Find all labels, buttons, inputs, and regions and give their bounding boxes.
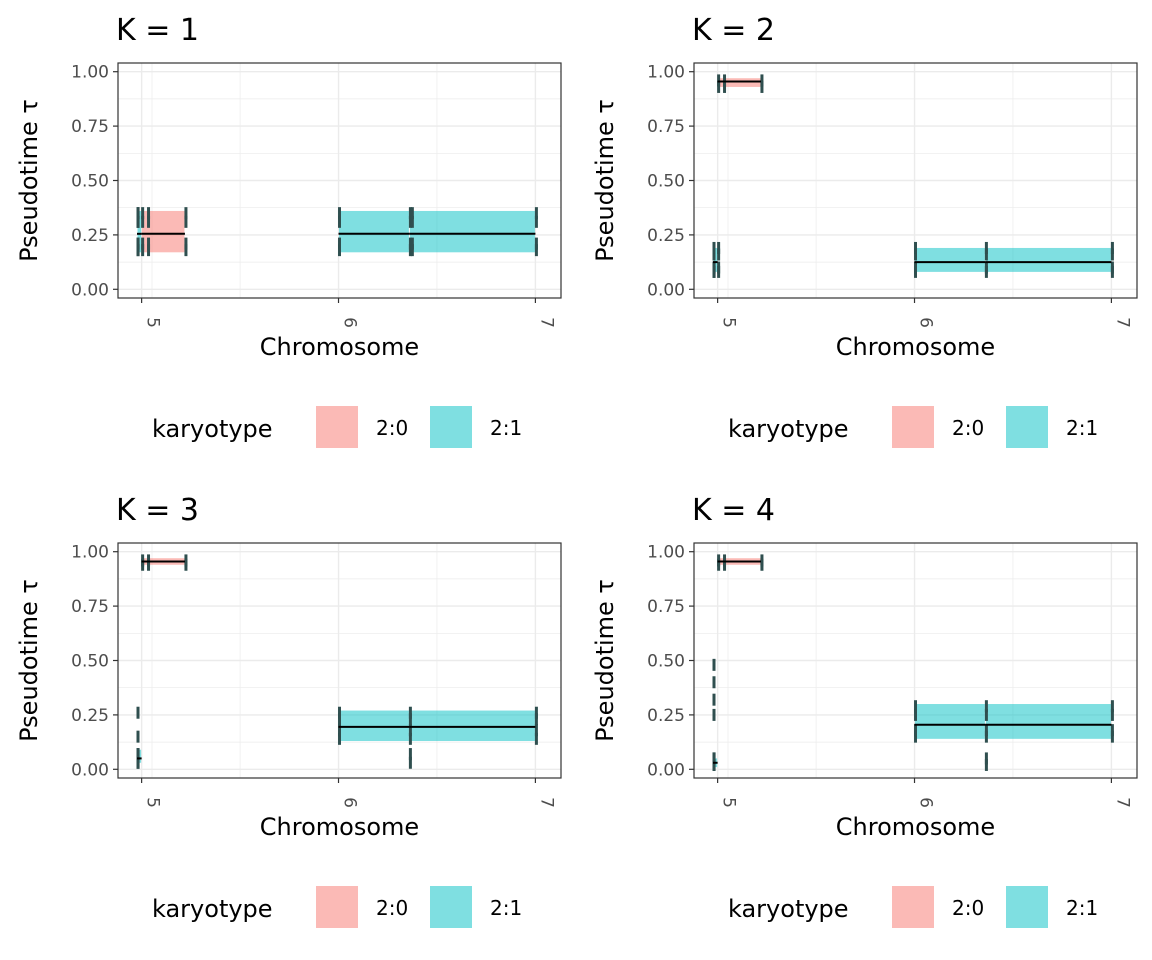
y-tick-label: 0.50 [647,172,685,192]
karyotype-rect-3 [339,710,409,742]
y-tick-label: 1.00 [647,63,685,83]
karyotype-rect-4 [985,247,1111,272]
y-tick-label: 0.75 [71,117,109,137]
karyotype-rect-2 [718,78,761,87]
x-tick-label: 6 [916,317,936,328]
legend-key-2-0 [316,406,358,448]
legend-key-2-0 [892,406,934,448]
y-tick-label: 0.00 [71,280,109,300]
data-rects [713,558,1111,768]
y-tick-label: 0.00 [647,280,685,300]
panel-title: K = 2 [692,13,775,48]
karyotype-rect-4 [985,704,1111,739]
legend-title: karyotype [728,415,849,443]
chart-panel-2: 0.00 0.25 0.50 0.75 1.00 5 6 7 K = 2 Chromosome Ps… [591,13,1138,448]
panel-title: K = 3 [116,493,199,528]
karyotype-rect-1 [137,210,142,253]
legend-key-2-0 [892,886,934,928]
legend-label: 2:1 [1066,896,1098,920]
y-tick-label: 0.75 [647,597,685,617]
x-tick-label: 6 [340,317,360,328]
y-tick-label: 0.50 [71,652,109,672]
data-ticks [712,554,1114,771]
y-tick-label: 1.00 [71,543,109,563]
chart-panel-3: 0.00 0.25 0.50 0.75 1.00 5 6 7 K = 3 Chromosome Ps… [15,493,562,928]
legend-title: karyotype [728,895,849,923]
x-tick-label: 7 [536,317,556,328]
y-axis-title: Pseudotime τ [591,99,619,262]
y-tick-label: 0.25 [71,706,109,726]
legend-label: 2:1 [490,896,522,920]
karyotype-rect-4 [409,210,535,253]
legend: karyotype 2:0 2:1 [728,406,1098,448]
median-lines [713,560,1112,764]
y-tick-label: 0.75 [71,597,109,617]
y-tick-label: 0.00 [71,760,109,780]
legend-title: karyotype [152,895,273,923]
x-axis-title: Chromosome [260,813,419,841]
median-lines [137,560,536,760]
data-ticks [136,207,538,257]
legend-key-2-1 [430,886,472,928]
panel-title: K = 4 [692,493,775,528]
legend: karyotype 2:0 2:1 [152,886,522,928]
y-tick-label: 1.00 [647,543,685,563]
karyotype-rect-3 [339,210,409,253]
legend-label: 2:0 [952,416,984,440]
x-axis-title: Chromosome [836,333,995,361]
legend-title: karyotype [152,415,273,443]
data-ticks [712,74,1114,278]
y-tick-label: 0.25 [647,226,685,246]
x-tick-label: 6 [916,797,936,808]
y-tick-label: 0.25 [71,226,109,246]
x-tick-label: 7 [1112,797,1132,808]
y-tick-label: 1.00 [71,63,109,83]
data-rects [137,210,535,253]
legend-key-2-1 [1006,886,1048,928]
x-tick-label: 5 [719,317,739,328]
y-tick-label: 0.25 [647,706,685,726]
x-tick-label: 5 [143,317,163,328]
legend-label: 2:1 [1066,416,1098,440]
x-tick-label: 7 [536,797,556,808]
y-axis-title: Pseudotime τ [15,99,43,262]
x-tick-label: 5 [719,797,739,808]
legend-key-2-1 [1006,406,1048,448]
y-tick-label: 0.50 [71,172,109,192]
x-axis-title: Chromosome [260,333,419,361]
gridlines [694,543,1137,778]
legend-label: 2:0 [376,896,408,920]
y-tick-label: 0.00 [647,760,685,780]
y-tick-label: 0.75 [647,117,685,137]
x-tick-label: 7 [1112,317,1132,328]
y-axis-title: Pseudotime τ [15,579,43,742]
gridlines [118,63,561,298]
x-tick-label: 5 [143,797,163,808]
legend-key-2-1 [430,406,472,448]
panel-title: K = 1 [116,13,199,48]
chart-panel-4: 0.00 0.25 0.50 0.75 1.00 5 6 7 K = 4 Chromosome Ps… [591,493,1138,928]
legend-label: 2:0 [952,896,984,920]
legend-key-2-0 [316,886,358,928]
y-tick-label: 0.50 [647,652,685,672]
median-lines [713,80,1112,264]
legend-label: 2:0 [376,416,408,440]
legend: karyotype 2:0 2:1 [152,406,522,448]
x-axis-title: Chromosome [836,813,995,841]
karyotype-rect-3 [915,247,985,272]
karyotype-rect-4 [409,710,535,742]
y-axis-title: Pseudotime τ [591,579,619,742]
chart-panel-1: 0.00 0.25 0.50 0.75 1.00 5 6 7 K = 1 Chromosome Ps… [15,13,562,448]
legend: karyotype 2:0 2:1 [728,886,1098,928]
legend-label: 2:1 [490,416,522,440]
karyotype-rect-3 [915,704,985,739]
x-tick-label: 6 [340,797,360,808]
